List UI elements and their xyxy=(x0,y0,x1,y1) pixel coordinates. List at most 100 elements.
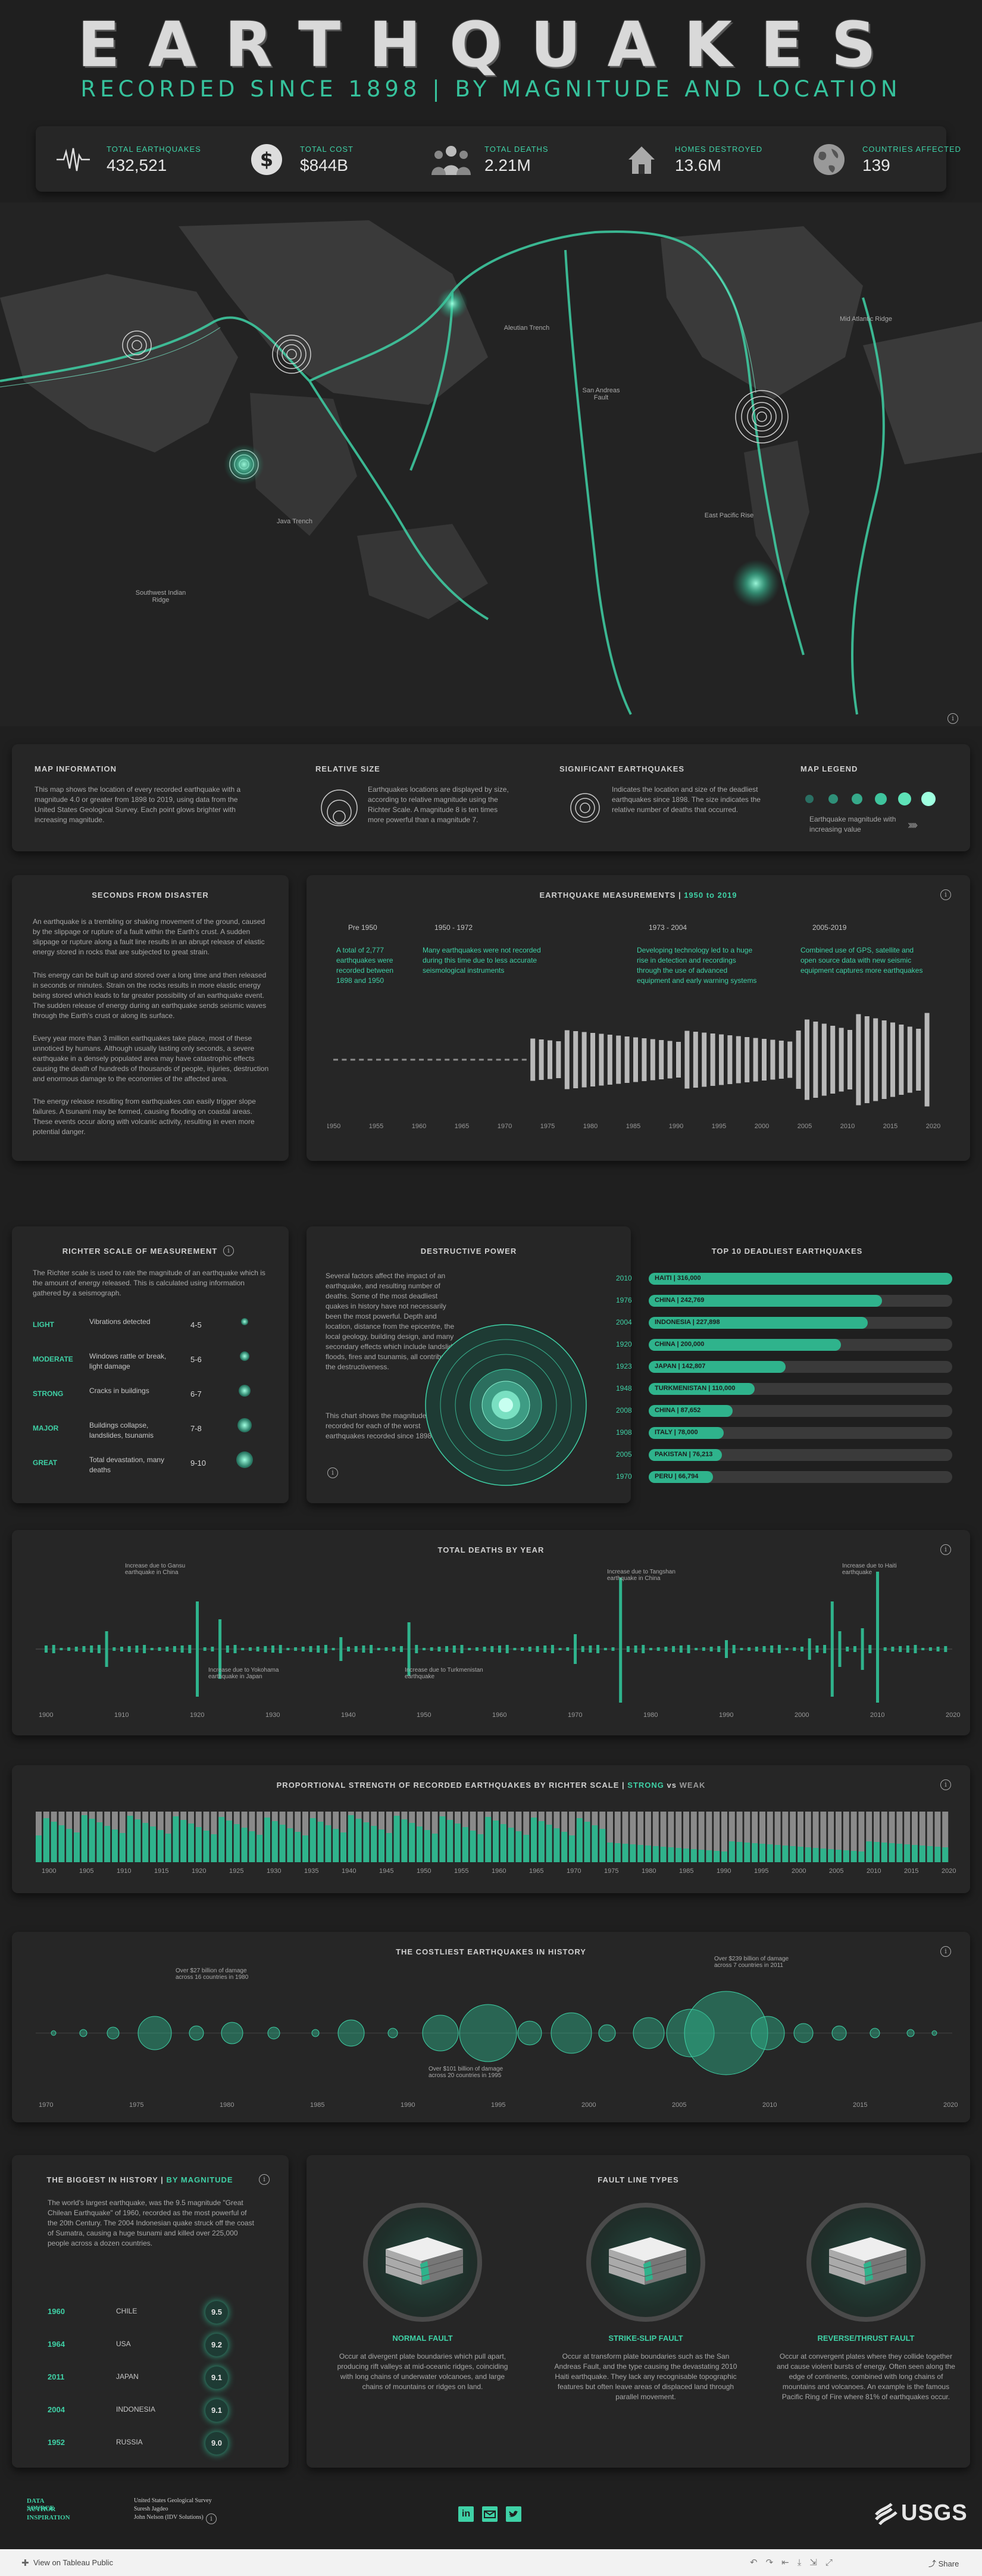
measurements-title: EARTHQUAKE MEASUREMENTS | 1950 to 2019 xyxy=(539,891,737,900)
richter-level: MAJOR xyxy=(33,1424,59,1432)
deaths-bar xyxy=(626,1646,630,1652)
measurements-info-icon[interactable]: i xyxy=(940,889,951,900)
measurement-bar xyxy=(376,1058,381,1061)
costliest-chart xyxy=(36,1991,952,2075)
map-info-icon[interactable]: i xyxy=(947,713,958,724)
strength-strong-bar xyxy=(142,1823,149,1862)
axis-tick: 1910 xyxy=(117,1868,132,1875)
axis-tick: 1995 xyxy=(754,1868,769,1875)
strength-weak-bar xyxy=(690,1812,697,1862)
deadliest-label: PERU | 66,794 xyxy=(655,1473,699,1480)
strength-title: PROPORTIONAL STRENGTH OF RECORDED EARTHQ… xyxy=(12,1781,970,1790)
destructive-info-icon[interactable]: i xyxy=(327,1467,338,1478)
fault-diagram xyxy=(363,2203,482,2322)
deaths-info-icon[interactable]: i xyxy=(940,1544,951,1555)
strength-strong-bar xyxy=(81,1815,87,1862)
cost-bubble xyxy=(598,2024,616,2042)
tableau-link[interactable]: View on Tableau Public xyxy=(33,2558,113,2567)
strength-vs: vs xyxy=(667,1781,677,1790)
email-icon[interactable] xyxy=(482,2506,498,2522)
strength-strong-bar xyxy=(500,1824,506,1862)
measurement-bar xyxy=(384,1058,390,1061)
deaths-bar xyxy=(143,1645,146,1653)
axis-tick: 2015 xyxy=(904,1868,919,1875)
richter-desc: Total devastation, many deaths xyxy=(89,1456,165,1474)
deadliest-label: CHINA | 200,000 xyxy=(655,1341,705,1348)
seconds-panel: SECONDS FROM DISASTER An earthquake is a… xyxy=(12,875,289,1161)
deaths-bar xyxy=(430,1647,433,1651)
map-label: San Andreas Fault xyxy=(582,387,620,401)
strength-strong-bar xyxy=(89,1819,95,1862)
deaths-bar xyxy=(513,1648,517,1650)
richter-row: MODERATE Windows rattle or break, light d… xyxy=(33,1350,271,1379)
linkedin-icon[interactable]: in xyxy=(458,2506,474,2522)
strength-strong-bar xyxy=(317,1822,324,1862)
measurement-bar xyxy=(410,1058,415,1061)
measurement-bar xyxy=(916,1029,921,1091)
strength-strong-bar xyxy=(257,1835,263,1862)
deaths-bar xyxy=(120,1647,123,1651)
fault-name: STRIKE-SLIP FAULT xyxy=(608,2334,683,2343)
svg-text:$: $ xyxy=(260,148,273,171)
deaths-bar xyxy=(90,1645,93,1653)
cost-bubble xyxy=(311,2029,320,2037)
measurement-bar xyxy=(693,1032,698,1088)
strength-weak-bar xyxy=(828,1812,834,1862)
axis-tick: 2010 xyxy=(762,2102,777,2109)
deadliest-label: PAKISTAN | 76,213 xyxy=(655,1451,713,1458)
biggest-info-icon[interactable]: i xyxy=(259,2174,270,2185)
axis-tick: 1920 xyxy=(190,1712,205,1719)
kpi-bar xyxy=(36,126,946,192)
strength-strong-bar xyxy=(805,1847,811,1862)
strength-strong-bar xyxy=(698,1850,705,1862)
richter-info-icon[interactable]: i xyxy=(223,1245,234,1256)
axis-tick: 1985 xyxy=(310,2102,325,2109)
world-map[interactable]: Aleutian Trench San Andreas Fault Mid Atla… xyxy=(0,202,982,726)
measurement-bar xyxy=(445,1058,450,1061)
strength-strong-bar xyxy=(119,1833,126,1862)
footer-info-icon[interactable]: i xyxy=(206,2513,217,2524)
deaths-bar xyxy=(135,1645,139,1653)
strength-strong-bar xyxy=(896,1844,903,1862)
seconds-title: SECONDS FROM DISASTER xyxy=(92,891,209,900)
measurement-bar xyxy=(873,1018,878,1101)
cost-note: Over $27 billion of damage across 16 cou… xyxy=(176,1968,249,1981)
deaths-bar xyxy=(317,1645,320,1653)
strength-strong-bar xyxy=(218,1817,225,1862)
measurement-bar xyxy=(659,1040,664,1079)
seconds-p2: This energy can be built up and stored o… xyxy=(33,971,267,1020)
richter-range: 5-6 xyxy=(190,1355,202,1364)
strength-info-icon[interactable]: i xyxy=(940,1779,951,1790)
strength-strong-bar xyxy=(714,1851,720,1862)
deaths-bar xyxy=(566,1647,570,1651)
biggest-title: THE BIGGEST IN HISTORY | BY MAGNITUDE xyxy=(12,2175,268,2184)
axis-tick: 1920 xyxy=(192,1868,207,1875)
twitter-icon[interactable] xyxy=(506,2506,521,2522)
strength-strong-bar xyxy=(828,1849,834,1862)
deaths-bar xyxy=(891,1647,895,1651)
axis-tick: 2020 xyxy=(946,1712,961,1719)
deaths-bar xyxy=(656,1647,660,1651)
deaths-bar xyxy=(407,1622,411,1676)
strength-weak-bar xyxy=(607,1812,613,1862)
deaths-bar xyxy=(551,1645,554,1653)
deadliest-track xyxy=(649,1471,952,1483)
measurement-bar xyxy=(830,1026,836,1094)
measurement-bar xyxy=(624,1036,630,1083)
costliest-info-icon[interactable]: i xyxy=(940,1946,951,1957)
richter-title: RICHTER SCALE OF MEASUREMENT xyxy=(62,1247,218,1256)
share-button[interactable]: ⤴ Share xyxy=(928,2558,959,2569)
kpi-text: TOTAL EARTHQUAKES 432,521 xyxy=(107,145,201,175)
strength-weak-bar xyxy=(904,1812,911,1862)
axis-tick: 1905 xyxy=(79,1868,94,1875)
deaths-bar xyxy=(748,1647,751,1651)
destructive-panel: DESTRUCTIVE POWER Several factors affect… xyxy=(307,1226,631,1503)
strength-weak-label: WEAK xyxy=(679,1781,706,1790)
strength-strong-bar xyxy=(668,1847,674,1862)
deaths-bar xyxy=(800,1647,803,1651)
deaths-bar xyxy=(324,1645,327,1653)
kpi-3: HOMES DESTROYED 13.6M xyxy=(619,130,762,189)
era-text: A total of 2,777 earthquakes were record… xyxy=(336,946,394,985)
richter-desc: Vibrations detected xyxy=(89,1317,151,1326)
strength-strong-bar xyxy=(340,1832,346,1862)
